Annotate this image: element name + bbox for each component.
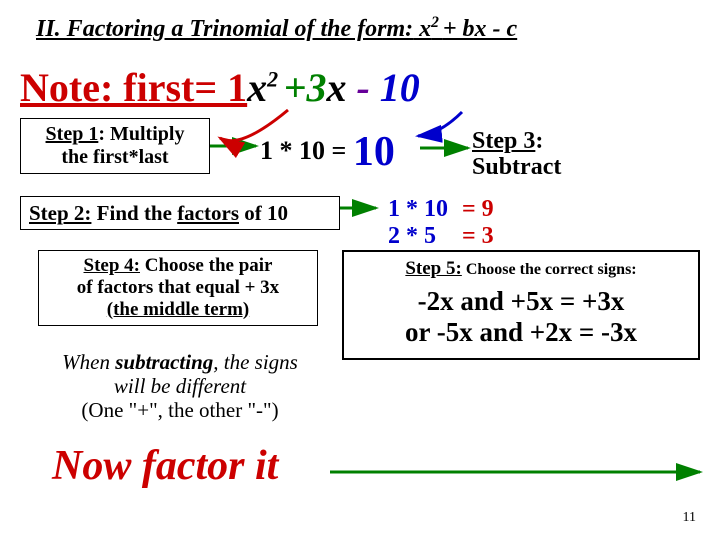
step3-line2: Subtract [472,154,561,180]
step4-box: Step 4: Choose the pair of factors that … [38,250,318,326]
section-title: II. Factoring a Trinomial of the form: x… [36,14,517,43]
product-big: 10 [353,129,395,175]
subtract-note: When subtracting, the signs will be diff… [20,350,340,422]
step2-factors-word: factors [177,201,239,225]
note-ten: 10 [380,65,420,110]
product-lhs: 1 * 10 = [260,136,353,165]
step1-box: Step 1: Multiply the first*last [20,118,210,174]
note-line: Note: first= 1x2 +3x - 10 [20,64,420,111]
step5-body2: or -5x and +2x = -3x [405,317,637,347]
subnote-l1a: When [62,350,115,374]
step3-colon: : [535,128,543,154]
step2-of: of 10 [239,201,288,225]
note-minus: - [356,65,379,110]
note-plus: +3 [284,65,327,110]
step5-box: Step 5: Choose the correct signs: -2x an… [342,250,700,360]
step2-box: Step 2: Find the factors of 10 [20,196,340,230]
step1-tail: : Multiply [98,123,184,145]
factor-list: 1 * 10 = 9 2 * 5 = 3 [380,195,502,251]
subnote-l1b: subtracting [115,350,213,374]
step5-tail: Choose the correct signs: [462,261,637,278]
step4-tail: Choose the pair [140,255,272,276]
step1-line2: the first*last [61,146,168,168]
factor-row: 2 * 5 = 3 [382,224,500,249]
factor-row: 1 * 10 = 9 [382,197,500,222]
step5-label: Step 5: [405,258,461,279]
step3-label: Step 3 [472,128,535,154]
factor-pair: 2 * 5 [382,224,454,249]
step4-line2: of factors that equal + 3x [77,277,279,298]
factor-result: = 3 [456,224,500,249]
step3-text: Step 3: Subtract [472,128,561,181]
note-sup: 2 [267,67,284,92]
title-sup: 2 [431,14,443,31]
title-tail: + bx - c [443,16,517,42]
step1-label: Step 1 [46,123,99,145]
factor-result: = 9 [456,197,500,222]
step4-line3: (the middle term) [107,299,249,320]
step5-header: Step 5: Choose the correct signs: [352,258,690,280]
step5-body: -2x and +5x = +3x or -5x and +2x = -3x [352,286,690,348]
factor-pair: 1 * 10 [382,197,454,222]
title-x: x [413,16,431,42]
arrow-ten-to-product [418,112,462,136]
note-xmid: x [326,65,356,110]
step2-tail: Find the [91,201,177,225]
step4-label: Step 4: [84,255,140,276]
note-x: x [247,65,267,110]
step5-body1: -2x and +5x = +3x [418,286,625,316]
product-display: 1 * 10 = 10 [260,128,395,176]
now-factor-it: Now factor it [52,442,278,490]
step2-label: Step 2: [29,201,91,225]
subnote-l2: will be different [114,374,246,398]
title-prefix: II. Factoring a Trinomial of the form: [36,16,413,42]
subnote-l1c: , the signs [213,350,298,374]
page-number: 11 [683,510,696,526]
note-prefix: Note: first= 1 [20,65,247,110]
subnote-l3: (One "+", the other "-") [81,398,278,422]
